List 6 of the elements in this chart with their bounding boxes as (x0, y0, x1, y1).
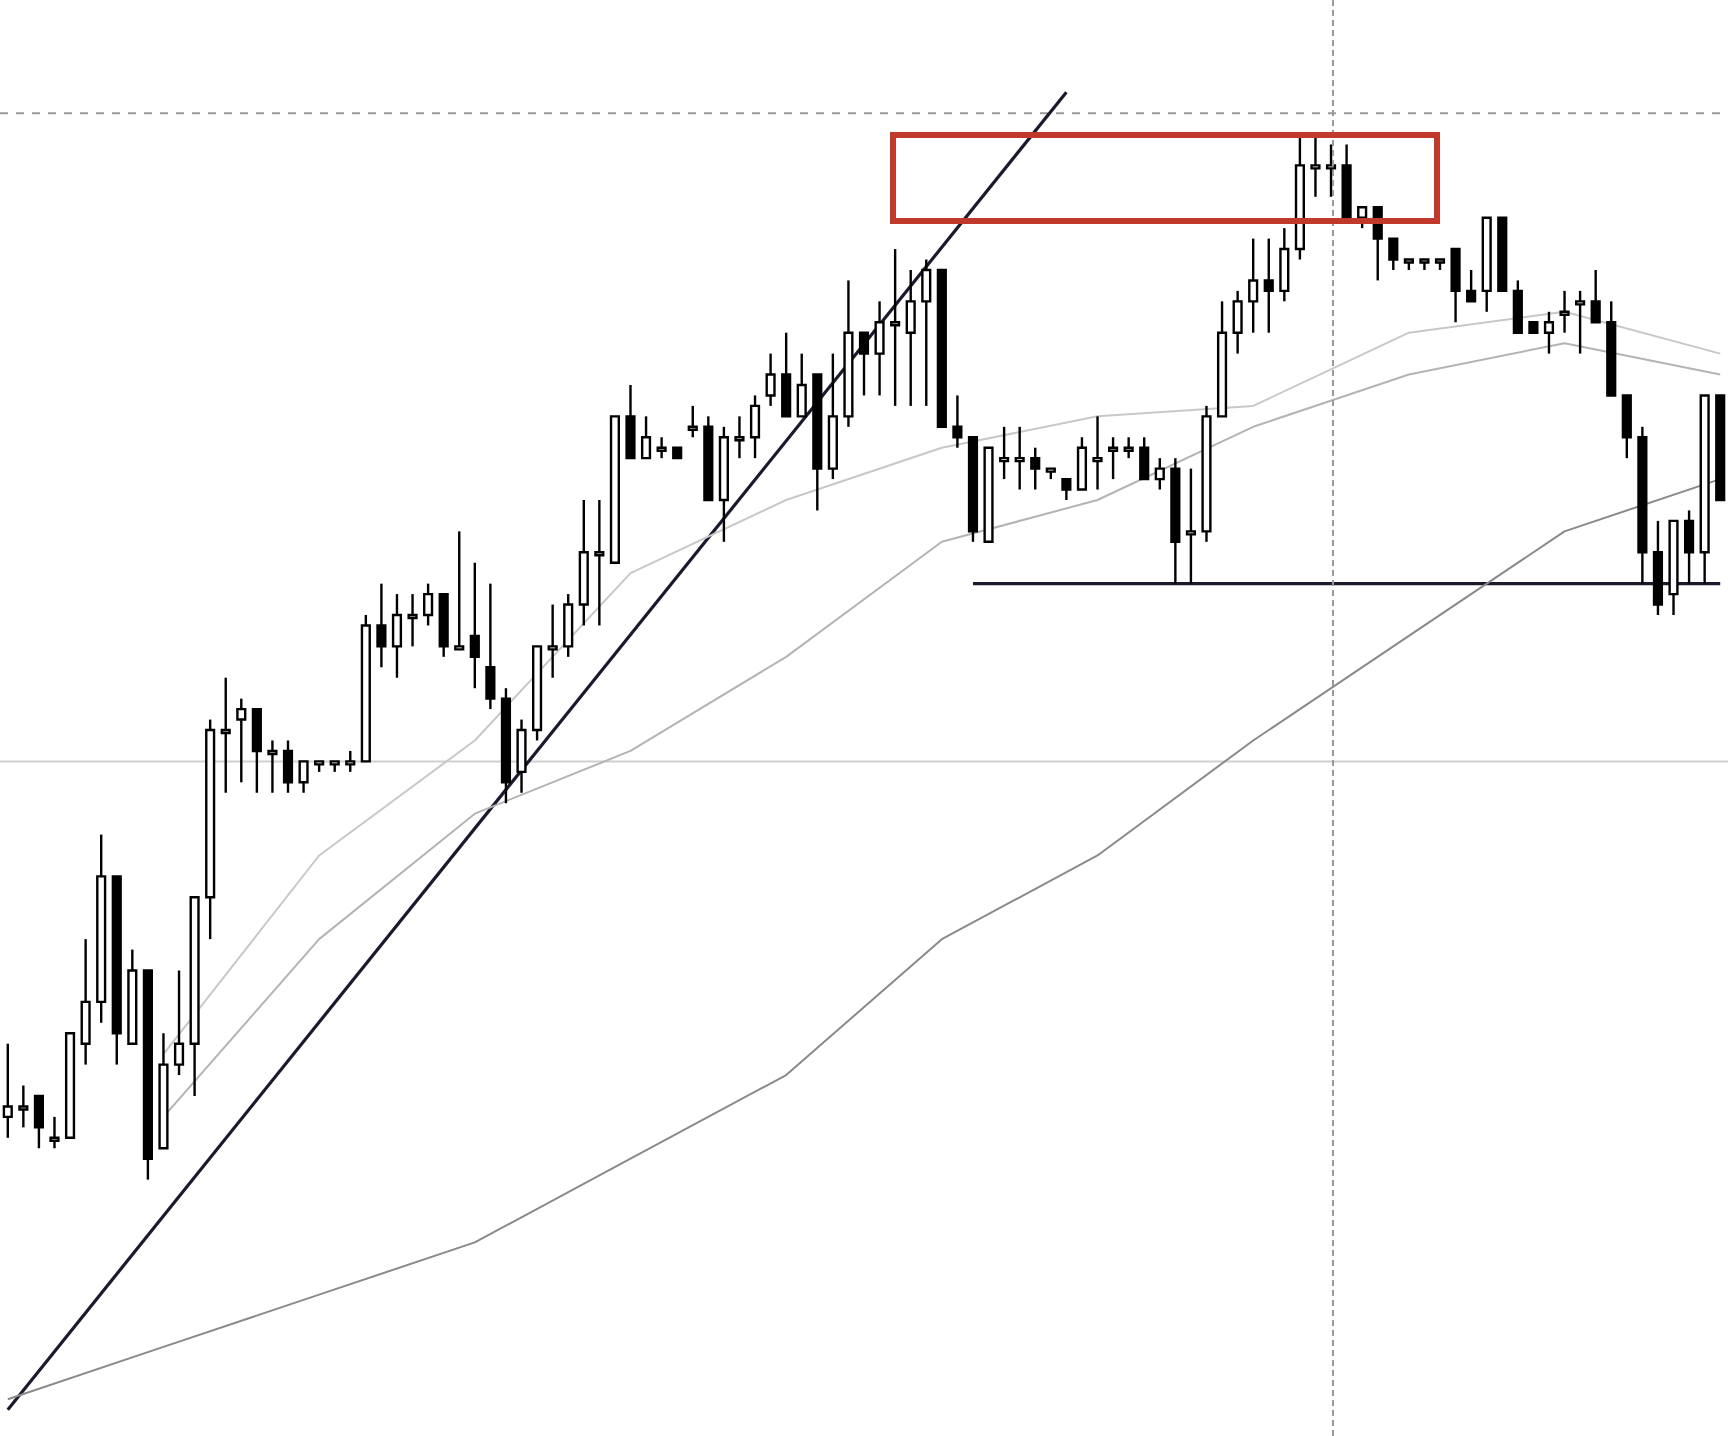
candlestick (983, 446, 994, 544)
candlestick (609, 415, 621, 564)
candlestick (64, 1032, 76, 1139)
candlestick (1497, 216, 1508, 293)
candlestick (1715, 394, 1726, 502)
candlestick (936, 268, 947, 429)
